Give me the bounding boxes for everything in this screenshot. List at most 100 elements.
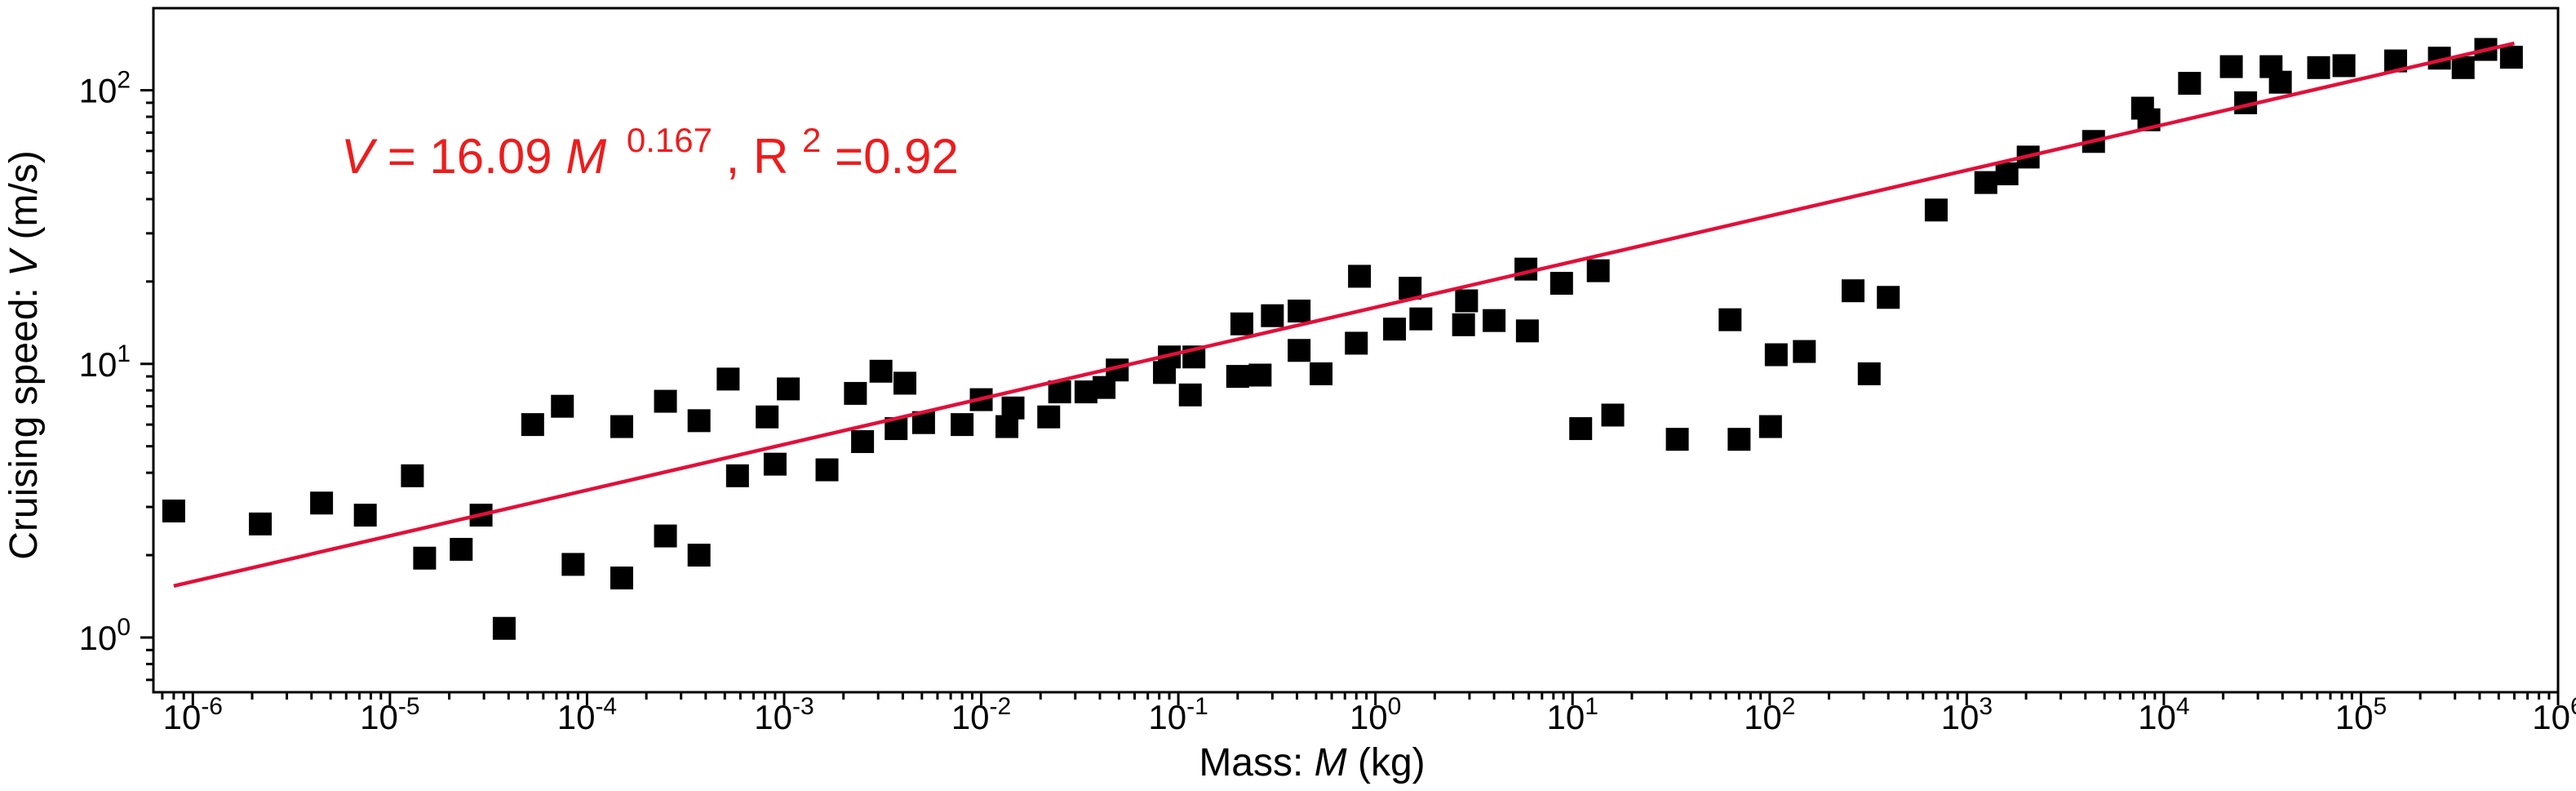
data-point xyxy=(1001,396,1025,420)
data-point xyxy=(610,415,633,438)
data-point xyxy=(353,504,377,527)
data-point xyxy=(1409,307,1433,331)
data-point xyxy=(2268,70,2292,94)
x-tick-label: 10-2 xyxy=(951,693,1011,736)
data-point xyxy=(893,371,917,395)
annotation-tail: , R xyxy=(726,129,789,184)
data-point xyxy=(310,491,334,515)
x-tick-label: 10-4 xyxy=(557,693,617,736)
data-point xyxy=(2451,56,2475,79)
data-point xyxy=(1995,162,2019,185)
data-point xyxy=(951,413,974,437)
y-tick-label: 100 xyxy=(79,614,131,657)
x-tick-label: 106 xyxy=(2532,693,2576,736)
data-point xyxy=(521,413,544,437)
data-point xyxy=(756,405,779,429)
data-point xyxy=(1288,300,1311,323)
x-tick-label: 103 xyxy=(1941,693,1993,736)
data-point xyxy=(1483,309,1506,332)
data-point xyxy=(2332,54,2356,78)
y-tick-label: 101 xyxy=(79,340,131,384)
x-tick-label: 100 xyxy=(1350,693,1401,736)
data-point xyxy=(551,394,574,418)
data-point xyxy=(1455,289,1479,313)
data-point xyxy=(1452,313,1475,336)
data-point xyxy=(815,458,839,482)
data-point xyxy=(1037,405,1061,429)
data-point xyxy=(1261,304,1284,327)
data-point xyxy=(1842,279,1865,303)
data-point xyxy=(1310,362,1333,385)
x-tick-label: 104 xyxy=(2138,693,2189,736)
data-point xyxy=(1877,286,1900,309)
x-tick-label: 10-6 xyxy=(163,693,223,736)
x-tick-label: 102 xyxy=(1744,693,1795,736)
x-tick-label: 10-5 xyxy=(360,693,419,736)
fit-equation-annotation: V = 16.09 M 0.167 , R 2 =0.92 xyxy=(341,108,959,184)
data-point xyxy=(162,499,185,522)
data-point xyxy=(777,377,800,401)
data-point xyxy=(869,359,893,383)
y-axis-label-suffix: (m/s) xyxy=(2,150,46,239)
data-point xyxy=(687,544,711,567)
data-point xyxy=(654,389,677,413)
data-point xyxy=(716,367,740,391)
annotation-var-m: M xyxy=(565,129,606,184)
y-tick-label: 102 xyxy=(79,67,131,110)
x-axis-label-suffix: (kg) xyxy=(1358,741,1425,784)
annotation-eq-mid: = 16.09 xyxy=(388,129,566,184)
data-point xyxy=(1348,264,1372,288)
fit-line xyxy=(173,41,2515,589)
y-axis-label-var: V xyxy=(2,247,46,277)
data-point xyxy=(851,429,875,453)
data-point xyxy=(1586,259,1610,282)
data-point xyxy=(450,537,473,561)
x-tick-label: 10-1 xyxy=(1148,693,1208,736)
data-point xyxy=(654,524,677,548)
data-point xyxy=(687,409,711,433)
data-point xyxy=(1665,428,1689,451)
data-point xyxy=(844,381,867,405)
x-tick-label: 10-3 xyxy=(754,693,814,736)
annotation-var-v: V xyxy=(341,129,378,184)
data-point xyxy=(2178,72,2201,96)
data-point xyxy=(2307,56,2330,79)
data-point xyxy=(1178,383,1202,407)
data-point xyxy=(1515,319,1539,343)
data-point xyxy=(1288,339,1311,362)
data-point xyxy=(1601,403,1625,427)
annotation-r-sup: 2 xyxy=(802,121,821,159)
x-axis-label: Mass: M (kg) xyxy=(1199,741,1425,784)
data-point xyxy=(1550,272,1573,296)
data-point xyxy=(763,452,787,476)
data-point xyxy=(1718,308,1742,331)
y-axis-label-prefix: Cruising speed: xyxy=(2,277,46,560)
data-point xyxy=(1924,198,1948,222)
x-axis-label-prefix: Mass: xyxy=(1199,741,1314,784)
data-point xyxy=(492,616,516,640)
data-point xyxy=(561,553,585,576)
data-point xyxy=(1345,331,1368,355)
x-tick-label: 105 xyxy=(2335,693,2387,736)
data-point xyxy=(1569,417,1593,441)
data-point xyxy=(725,464,749,487)
data-point xyxy=(2219,55,2243,78)
data-point xyxy=(249,512,273,535)
data-point xyxy=(1764,343,1788,367)
data-point xyxy=(1383,318,1407,341)
y-axis-label: Cruising speed: V (m/s) xyxy=(2,150,46,560)
data-point xyxy=(1727,428,1751,451)
x-axis-label-var: M xyxy=(1315,741,1347,784)
data-point xyxy=(401,464,424,487)
data-point xyxy=(1248,363,1272,387)
data-point xyxy=(610,567,633,590)
data-point xyxy=(1793,340,1816,363)
y-axis-ticks: 100 101 102 xyxy=(79,67,153,682)
x-axis-ticks: 10-6 10-5 10-4 10-3 10-2 10-1 100 101 102 103 104 1… xyxy=(161,692,2576,736)
x-tick-label: 101 xyxy=(1547,693,1598,736)
annotation-exponent: 0.167 xyxy=(627,121,712,159)
data-point xyxy=(413,546,437,570)
data-points xyxy=(162,38,2523,640)
